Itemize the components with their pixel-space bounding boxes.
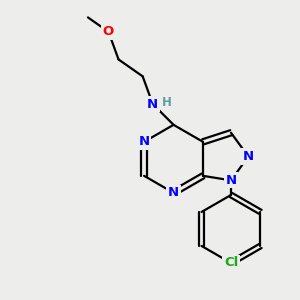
Text: Cl: Cl [224,256,238,269]
Text: N: N [147,98,158,110]
Text: N: N [139,135,150,148]
Text: N: N [168,186,179,199]
Text: N: N [225,174,237,187]
Text: N: N [243,150,254,163]
Text: H: H [162,96,172,109]
Text: O: O [103,25,114,38]
